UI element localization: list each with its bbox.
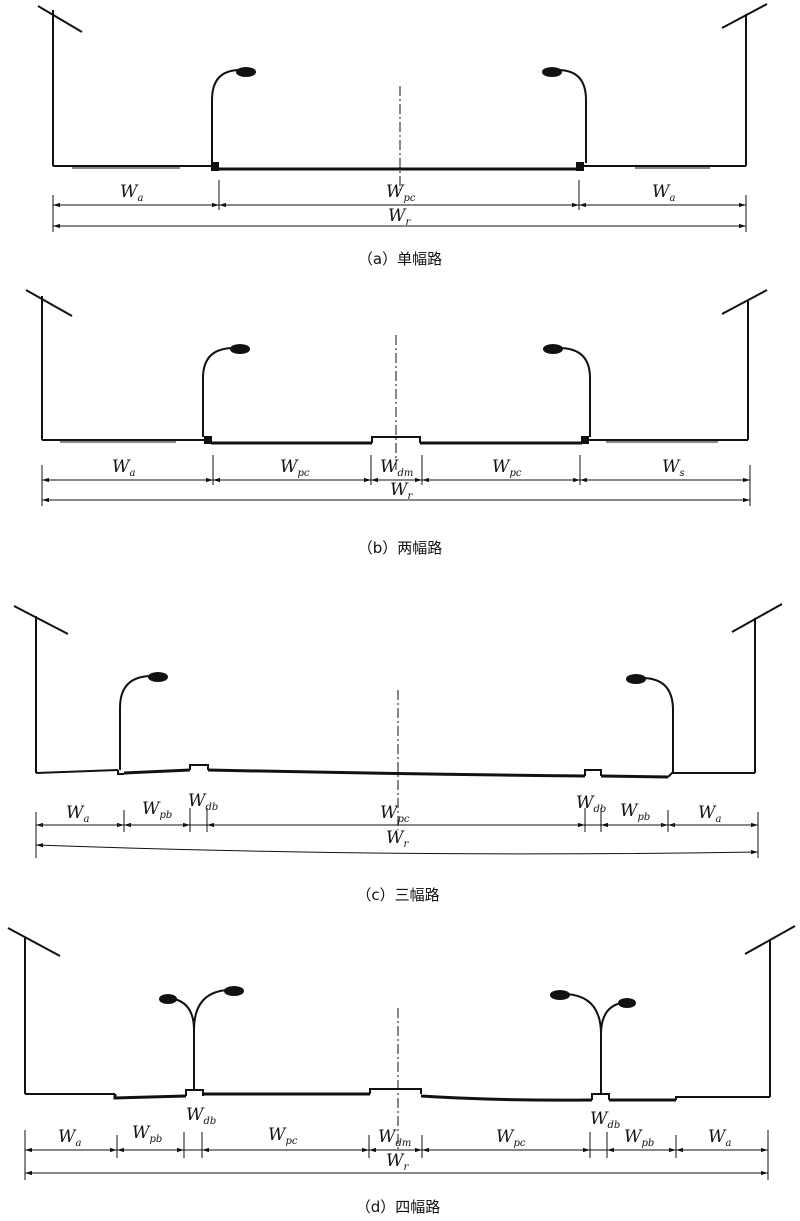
- label-d-2: Wpb: [132, 1123, 162, 1145]
- street-lamp-right: [542, 67, 587, 163]
- street-lamp-right: [543, 344, 591, 437]
- label-d-3: Wdb: [186, 1105, 216, 1127]
- label-d-9: Wa: [708, 1127, 731, 1149]
- label-d-6: Wpc: [496, 1127, 526, 1149]
- label-b-1: Wa: [112, 457, 135, 479]
- panel-a: [37, 3, 768, 232]
- label-c-5: Wdb: [576, 793, 606, 815]
- label-c-6: Wpb: [620, 801, 650, 823]
- label-d-5: Wdm: [378, 1127, 411, 1149]
- panel-b: [25, 289, 768, 506]
- panel-d: [7, 925, 796, 1180]
- building-left: [7, 927, 61, 1094]
- ground-profile: [42, 436, 748, 445]
- label-a-total: Wr: [388, 206, 411, 228]
- label-b-2: Wpc: [280, 457, 310, 479]
- building-right: [731, 603, 783, 773]
- panel-c-labels: Wa Wpb Wdb Wpc Wdb Wpb Wa Wr （c）三幅路: [66, 791, 721, 904]
- label-b-5: Ws: [662, 457, 685, 479]
- panel-a-labels: Wa Wpc Wa Wr （a）单幅路: [120, 182, 675, 268]
- label-a-1: Wa: [120, 182, 143, 204]
- label-b-total: Wr: [390, 480, 413, 502]
- label-c-4: Wpc: [380, 803, 410, 825]
- ground-profile: [35, 764, 755, 779]
- label-d-7: Wdb: [590, 1109, 620, 1131]
- caption-a: （a）单幅路: [358, 250, 442, 268]
- double-lamp-left: [159, 986, 244, 1090]
- label-b-4: Wpc: [492, 457, 522, 479]
- label-c-7: Wa: [698, 803, 721, 825]
- caption-d: （d）四幅路: [356, 1198, 441, 1216]
- street-lamp-right: [626, 674, 674, 773]
- ground-profile: [53, 162, 746, 171]
- caption-c: （c）三幅路: [356, 886, 439, 904]
- street-lamp-left: [211, 67, 256, 163]
- label-a-3: Wa: [652, 182, 675, 204]
- panel-b-labels: Wa Wpc Wdm Wpc Ws Wr （b）两幅路: [112, 457, 685, 557]
- building-right: [744, 925, 796, 1097]
- label-d-total: Wr: [386, 1151, 409, 1173]
- building-left: [37, 5, 83, 166]
- caption-b: （b）两幅路: [358, 539, 443, 557]
- label-d-4: Wpc: [268, 1125, 298, 1147]
- building-right: [721, 289, 768, 440]
- panel-c: [13, 603, 783, 858]
- street-lamp-left: [119, 672, 168, 770]
- label-c-1: Wa: [66, 803, 89, 825]
- street-lamp-left: [202, 344, 250, 437]
- label-d-8: Wpb: [624, 1127, 654, 1149]
- ground-profile: [25, 1088, 770, 1102]
- building-right: [721, 3, 768, 166]
- dim-c-total: [35, 843, 759, 855]
- label-c-total: Wr: [386, 828, 409, 850]
- label-b-3: Wdm: [380, 457, 413, 479]
- panel-d-labels: Wa Wpb Wdb Wpc Wdm Wpc Wdb Wpb Wa Wr （d）…: [58, 1105, 731, 1216]
- building-left: [13, 605, 69, 773]
- label-d-1: Wa: [58, 1127, 81, 1149]
- label-c-2: Wpb: [142, 799, 172, 821]
- building-left: [25, 289, 73, 440]
- label-a-2: Wpc: [386, 182, 416, 204]
- label-c-3: Wdb: [188, 791, 218, 813]
- double-lamp-right: [550, 990, 636, 1094]
